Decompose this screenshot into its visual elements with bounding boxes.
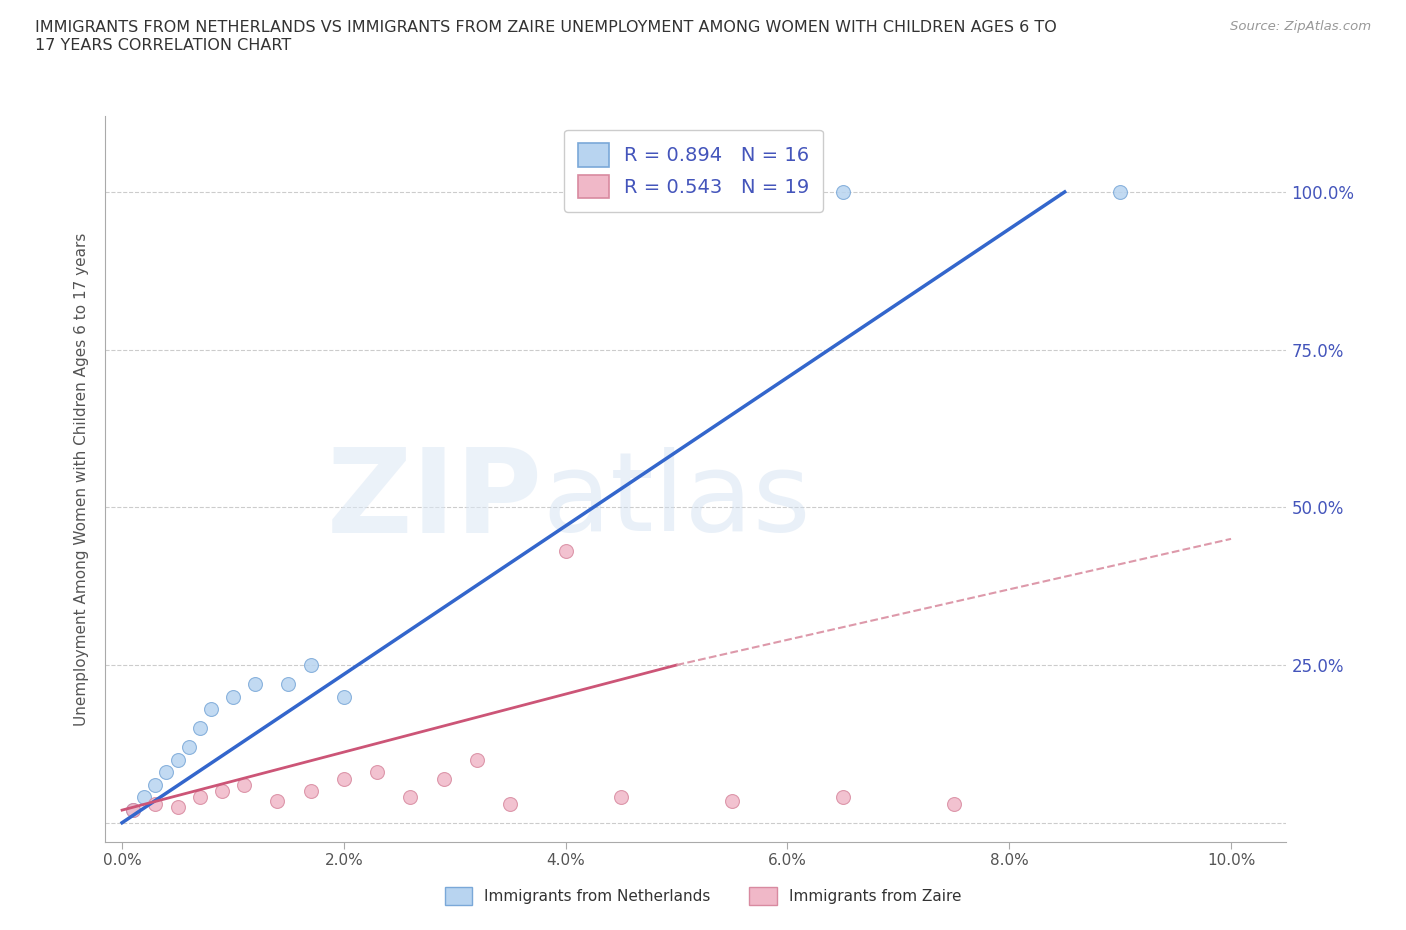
Point [266, 793, 288, 808]
Point [399, 790, 422, 805]
Point [499, 796, 522, 811]
Point [942, 796, 965, 811]
Point [143, 777, 166, 792]
Y-axis label: Unemployment Among Women with Children Ages 6 to 17 years: Unemployment Among Women with Children A… [75, 232, 90, 725]
Point [134, 790, 156, 805]
Point [1109, 184, 1132, 199]
Point [277, 676, 299, 691]
Point [832, 184, 855, 199]
Point [554, 544, 576, 559]
Text: Source: ZipAtlas.com: Source: ZipAtlas.com [1230, 20, 1371, 33]
Point [177, 739, 200, 754]
Text: atlas: atlas [543, 447, 811, 554]
Point [166, 800, 188, 815]
Point [188, 790, 211, 805]
Point [122, 803, 145, 817]
Point [233, 777, 256, 792]
Point [122, 803, 145, 817]
Point [333, 771, 356, 786]
Text: IMMIGRANTS FROM NETHERLANDS VS IMMIGRANTS FROM ZAIRE UNEMPLOYMENT AMONG WOMEN WI: IMMIGRANTS FROM NETHERLANDS VS IMMIGRANT… [35, 20, 1057, 53]
Point [299, 658, 322, 672]
Point [243, 676, 266, 691]
Legend: R = 0.894   N = 16, R = 0.543   N = 19: R = 0.894 N = 16, R = 0.543 N = 19 [564, 129, 823, 212]
Point [155, 764, 177, 779]
Point [366, 764, 388, 779]
Text: ZIP: ZIP [326, 444, 543, 558]
Legend: Immigrants from Netherlands, Immigrants from Zaire: Immigrants from Netherlands, Immigrants … [439, 882, 967, 911]
Point [465, 752, 488, 767]
Point [433, 771, 456, 786]
Point [721, 793, 744, 808]
Point [143, 796, 166, 811]
Point [610, 790, 633, 805]
Point [188, 721, 211, 736]
Point [166, 752, 188, 767]
Point [299, 784, 322, 799]
Point [832, 790, 855, 805]
Point [610, 184, 633, 199]
Point [333, 689, 356, 704]
Point [211, 784, 233, 799]
Point [200, 702, 222, 717]
Point [222, 689, 245, 704]
